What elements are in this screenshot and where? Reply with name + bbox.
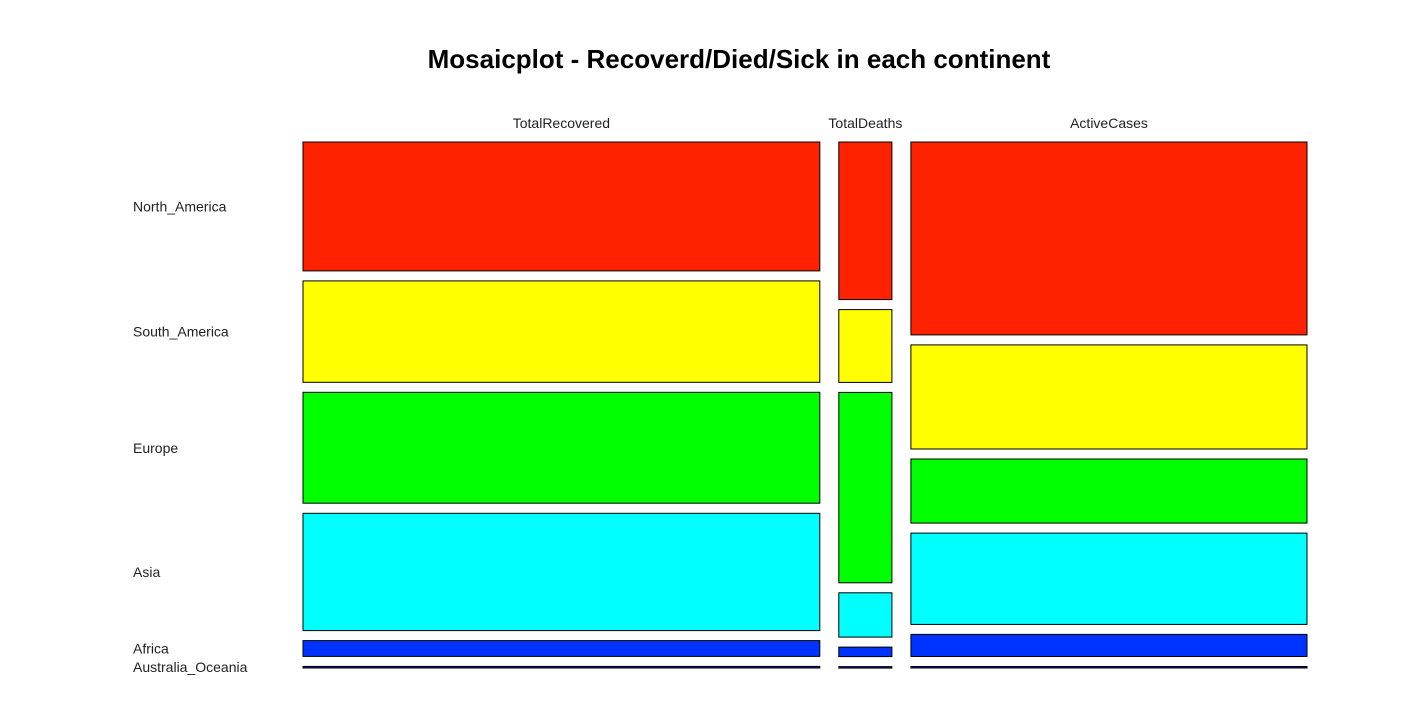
tile-activecases-asia: [910, 532, 1308, 625]
row-label-south-america: South_America: [133, 324, 229, 340]
row-labels: North_America South_America Europe Asia Afri…: [133, 199, 248, 676]
column-label-totaldeaths: TotalDeaths: [828, 115, 902, 131]
tile-totaldeaths-europe: [838, 391, 893, 584]
row-label-europe: Europe: [133, 440, 178, 456]
tile-totaldeaths-africa: [838, 646, 893, 658]
tile-totalrecovered-north-america: [302, 141, 821, 272]
tile-activecases-australia-oceania: [910, 666, 1308, 669]
tile-totalrecovered-south-america: [302, 280, 821, 383]
column-label-activecases: ActiveCases: [1070, 115, 1148, 131]
row-label-australia-oceania: Australia_Oceania: [133, 659, 248, 675]
tile-totaldeaths-australia-oceania: [838, 666, 893, 669]
tile-totalrecovered-australia-oceania: [302, 665, 821, 669]
row-label-africa: Africa: [133, 641, 169, 657]
tile-totalrecovered-europe: [302, 391, 821, 504]
mosaic-tiles: [302, 141, 1308, 669]
tile-totaldeaths-south-america: [838, 309, 893, 383]
tile-totalrecovered-asia: [302, 512, 821, 632]
tile-activecases-africa: [910, 633, 1308, 658]
tile-activecases-north-america: [910, 141, 1308, 336]
tile-activecases-europe: [910, 458, 1308, 524]
tile-totaldeaths-asia: [838, 592, 893, 638]
tile-activecases-south-america: [910, 344, 1308, 450]
column-labels: TotalRecovered TotalDeaths ActiveCases: [513, 115, 1148, 131]
tile-totalrecovered-africa: [302, 640, 821, 657]
chart-title: Mosaicplot - Recoverd/Died/Sick in each …: [428, 44, 1051, 74]
row-label-asia: Asia: [133, 564, 160, 580]
row-label-north-america: North_America: [133, 199, 227, 215]
tile-totaldeaths-north-america: [838, 141, 893, 301]
column-label-totalrecovered: TotalRecovered: [513, 115, 610, 131]
